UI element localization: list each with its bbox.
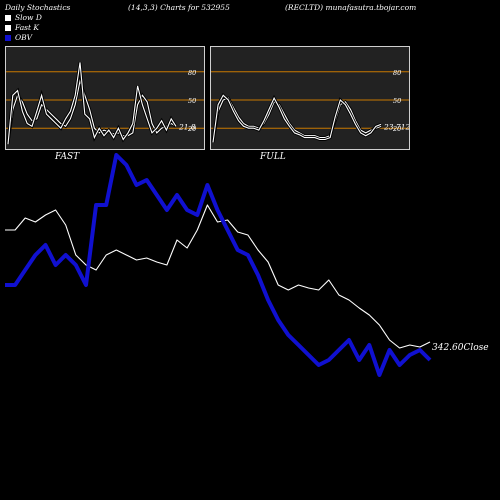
chart-source-label: (RECLTD) munafasutra.tbojar.com	[285, 3, 417, 12]
legend-slow-d-label: Slow D	[15, 13, 42, 22]
legend-slow-d-swatch	[5, 14, 11, 21]
fast-tick-20: 20	[187, 125, 196, 133]
full-tick-50: 50	[393, 97, 401, 105]
fast-panel-title: FAST	[55, 152, 80, 162]
fast-tick-80: 80	[188, 69, 196, 77]
fast-series-shadow-1	[6, 62, 178, 145]
full-series-fast-k	[212, 94, 382, 143]
fast-tick-50: 50	[188, 97, 196, 105]
fast-stochastic-panel: 80 50 20 21.8	[5, 46, 205, 150]
full-tick-20: 20	[392, 125, 401, 133]
full-panel-title: FULL	[260, 152, 286, 162]
full-series-slow-d	[212, 97, 382, 143]
chart-type-label: Daily Stochastics	[5, 3, 71, 12]
legend-fast-k: Fast K	[5, 23, 39, 32]
close-price-label: 342.60Close	[432, 343, 489, 353]
fast-series-slow-d	[7, 79, 177, 143]
obv-line	[5, 153, 432, 377]
legend-obv: OBV	[5, 33, 32, 42]
fast-last-value: 21.8	[178, 122, 196, 131]
full-tick-80: 80	[393, 69, 401, 77]
chart-params-label: (14,3,3) Charts for 532955	[128, 3, 230, 12]
legend-fast-k-swatch	[5, 24, 11, 31]
legend-slow-d: Slow D	[5, 13, 42, 22]
fast-series-fast-k	[7, 62, 177, 145]
close-price-line	[5, 204, 431, 349]
legend-obv-label: OBV	[15, 33, 33, 42]
full-last-value: 23.7120	[383, 122, 410, 131]
legend-obv-swatch	[5, 34, 11, 41]
legend-fast-k-label: Fast K	[15, 23, 40, 32]
